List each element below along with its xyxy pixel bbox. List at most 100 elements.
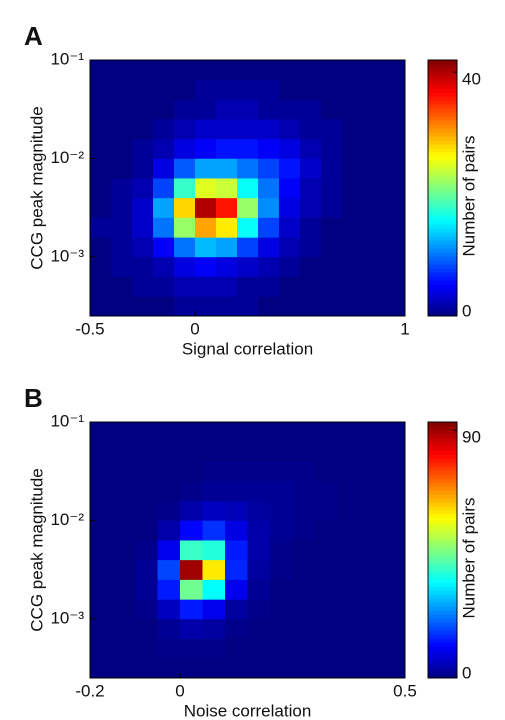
colorbar-segment: [428, 96, 457, 101]
heatmap-cell: [112, 500, 136, 521]
colorbar-segment: [428, 220, 457, 225]
heatmap-cell: [132, 178, 154, 199]
heatmap-cell: [180, 422, 203, 442]
heatmap-cell: [135, 520, 158, 541]
colorbar-segment: [428, 514, 457, 519]
heatmap-cell: [237, 158, 259, 179]
heatmap-cell: [382, 520, 406, 541]
heatmap-cell: [225, 599, 248, 620]
heatmap-cell: [202, 579, 226, 600]
heatmap-cell: [279, 217, 301, 238]
colorbar-segment: [428, 470, 457, 475]
colorbar-segment: [428, 180, 457, 185]
heatmap-cell: [360, 422, 383, 442]
heatmap-cell: [202, 658, 226, 679]
heatmap-cell: [153, 217, 175, 238]
colorbar-segment: [428, 172, 457, 177]
colorbar-segment: [428, 104, 457, 109]
colorbar-segment: [428, 530, 457, 535]
heatmap-cell: [315, 441, 338, 462]
heatmap-cell: [225, 638, 248, 659]
heatmap-cell: [342, 119, 364, 140]
heatmap-cell: [321, 276, 343, 297]
heatmap-cell: [315, 422, 338, 442]
colorbar-segment: [428, 658, 457, 663]
colorbar-segment: [428, 586, 457, 591]
heatmap-cell: [157, 461, 181, 482]
panel-letter: B: [24, 383, 43, 413]
heatmap-cell: [384, 276, 406, 297]
heatmap-cell: [292, 579, 316, 600]
heatmap-cell: [337, 579, 361, 600]
heatmap-cell: [270, 461, 293, 482]
colorbar-segment: [428, 638, 457, 643]
heatmap-cell: [174, 178, 196, 199]
heatmap-cell: [111, 178, 133, 199]
heatmap-cell: [132, 119, 154, 140]
heatmap-cell: [195, 119, 217, 140]
colorbar-segment: [428, 666, 457, 671]
heatmap-cell: [174, 256, 196, 277]
heatmap-cell: [135, 559, 158, 580]
colorbar-segment: [428, 152, 457, 157]
colorbar-label: Number of pairs: [459, 498, 478, 619]
heatmap-cell: [180, 579, 203, 600]
heatmap-cell: [180, 559, 203, 580]
heatmap-cell: [337, 540, 361, 561]
heatmap-cell: [384, 119, 406, 140]
heatmap-cell: [382, 618, 406, 639]
heatmap-cell: [363, 276, 385, 297]
colorbar-segment: [428, 116, 457, 121]
heatmap-cell: [195, 276, 217, 297]
colorbar-segment: [428, 140, 457, 145]
colorbar-segment: [428, 630, 457, 635]
heatmap-cell: [382, 638, 406, 659]
heatmap-cell: [321, 178, 343, 199]
colorbar-segment: [428, 582, 457, 587]
panel-letter: A: [24, 21, 43, 51]
heatmap-cell: [112, 579, 136, 600]
heatmap-cell: [195, 217, 217, 238]
y-axis-label: CCG peak magnitude: [27, 106, 46, 269]
colorbar-segment: [428, 300, 457, 305]
colorbar-segment: [428, 626, 457, 631]
heatmap-cell: [363, 158, 385, 179]
heatmap-cell: [216, 138, 238, 159]
heatmap-cell: [90, 500, 113, 521]
colorbar-segment: [428, 252, 457, 257]
heatmap-cell: [300, 237, 322, 258]
heatmap-cell: [112, 441, 136, 462]
heatmap-cell: [292, 618, 316, 639]
heatmap-cell: [292, 559, 316, 580]
heatmap-cell: [315, 500, 338, 521]
colorbar-segment: [428, 614, 457, 619]
colorbar-segment: [428, 674, 457, 679]
colorbar-segment: [428, 100, 457, 105]
heatmap-cell: [180, 461, 203, 482]
heatmap-cell: [153, 197, 175, 218]
heatmap-cell: [247, 579, 271, 600]
heatmap-cell: [270, 638, 293, 659]
heatmap-cell: [292, 481, 316, 502]
heatmap-cell: [195, 178, 217, 199]
colorbar-segment: [428, 526, 457, 531]
heatmap-cell: [382, 500, 406, 521]
heatmap-cell: [216, 296, 238, 317]
colorbar-segment: [428, 164, 457, 169]
heatmap-cell: [382, 422, 406, 442]
colorbar-segment: [428, 422, 457, 427]
heatmap-cell: [180, 441, 203, 462]
heatmap-cell: [363, 119, 385, 140]
heatmap-cell: [315, 481, 338, 502]
heatmap-cell: [258, 99, 280, 120]
colorbar-segment: [428, 650, 457, 655]
heatmap-cell: [237, 138, 259, 159]
heatmap-cell: [180, 618, 203, 639]
heatmap-cell: [270, 500, 293, 521]
heatmap-cell: [292, 658, 316, 679]
heatmap-cell: [292, 520, 316, 541]
heatmap-cell: [174, 79, 196, 100]
heatmap-cell: [202, 520, 226, 541]
y-tick-label: 10⁻³: [50, 608, 84, 627]
y-axis-label: CCG peak magnitude: [27, 468, 46, 631]
